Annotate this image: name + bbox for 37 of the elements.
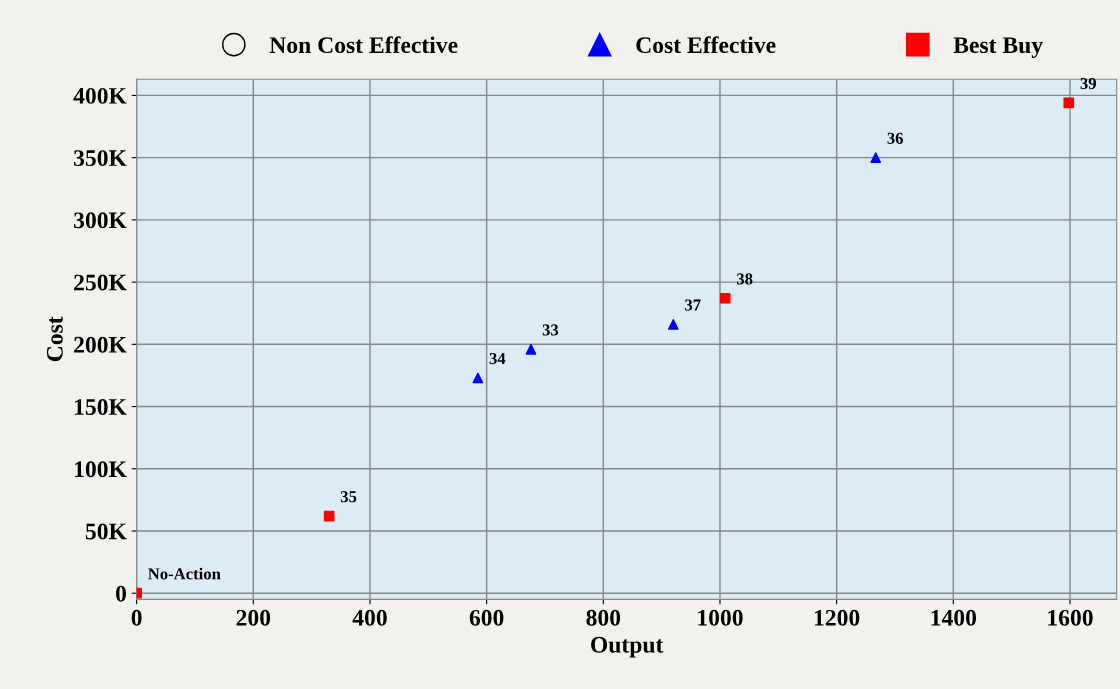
x-tick-label: 800 — [586, 609, 621, 626]
annotation: 38 — [736, 273, 753, 285]
y-tick-label: 50K — [85, 523, 127, 540]
point — [870, 152, 882, 163]
x-tick-label: 0 — [131, 609, 142, 626]
point — [719, 292, 731, 304]
x-tick-label: 400 — [352, 609, 387, 626]
x-axis-title: Output — [591, 636, 664, 658]
annotation: 33 — [542, 324, 559, 336]
x-tick-label: 1200 — [814, 609, 860, 626]
legend-label: Non Cost Effective — [269, 36, 458, 54]
annotation: 37 — [685, 299, 701, 311]
y-tick-label: 300K — [74, 212, 127, 229]
x-tick-label: 200 — [236, 609, 271, 626]
annotation: 39 — [1080, 77, 1096, 90]
annotation: 34 — [489, 352, 506, 365]
y-tick-label: 100K — [75, 461, 127, 478]
annotation: No-Action — [148, 567, 221, 580]
y-axis-title: Cost — [46, 316, 63, 362]
x-tick-label: 1600 — [1048, 609, 1093, 626]
point — [525, 343, 537, 355]
y-tick-label: 0 — [116, 585, 127, 602]
legend-label: Cost Effective — [636, 36, 776, 54]
point — [667, 319, 679, 330]
point — [472, 372, 484, 384]
y-tick-label: 350K — [74, 150, 127, 167]
legend-label: Best Buy — [953, 37, 1043, 58]
y-tick-label: 400K — [73, 87, 127, 104]
y-tick-label: 200K — [74, 336, 127, 353]
x-tick-label: 600 — [469, 609, 504, 626]
y-tick-label: 250K — [74, 274, 127, 291]
x-tick-label: 1000 — [698, 609, 743, 626]
point — [1063, 97, 1075, 109]
x-tick-label: 1400 — [931, 609, 977, 626]
y-tick-label: 150K — [75, 399, 127, 415]
annotation: 36 — [887, 132, 904, 144]
annotation: 35 — [340, 491, 357, 503]
